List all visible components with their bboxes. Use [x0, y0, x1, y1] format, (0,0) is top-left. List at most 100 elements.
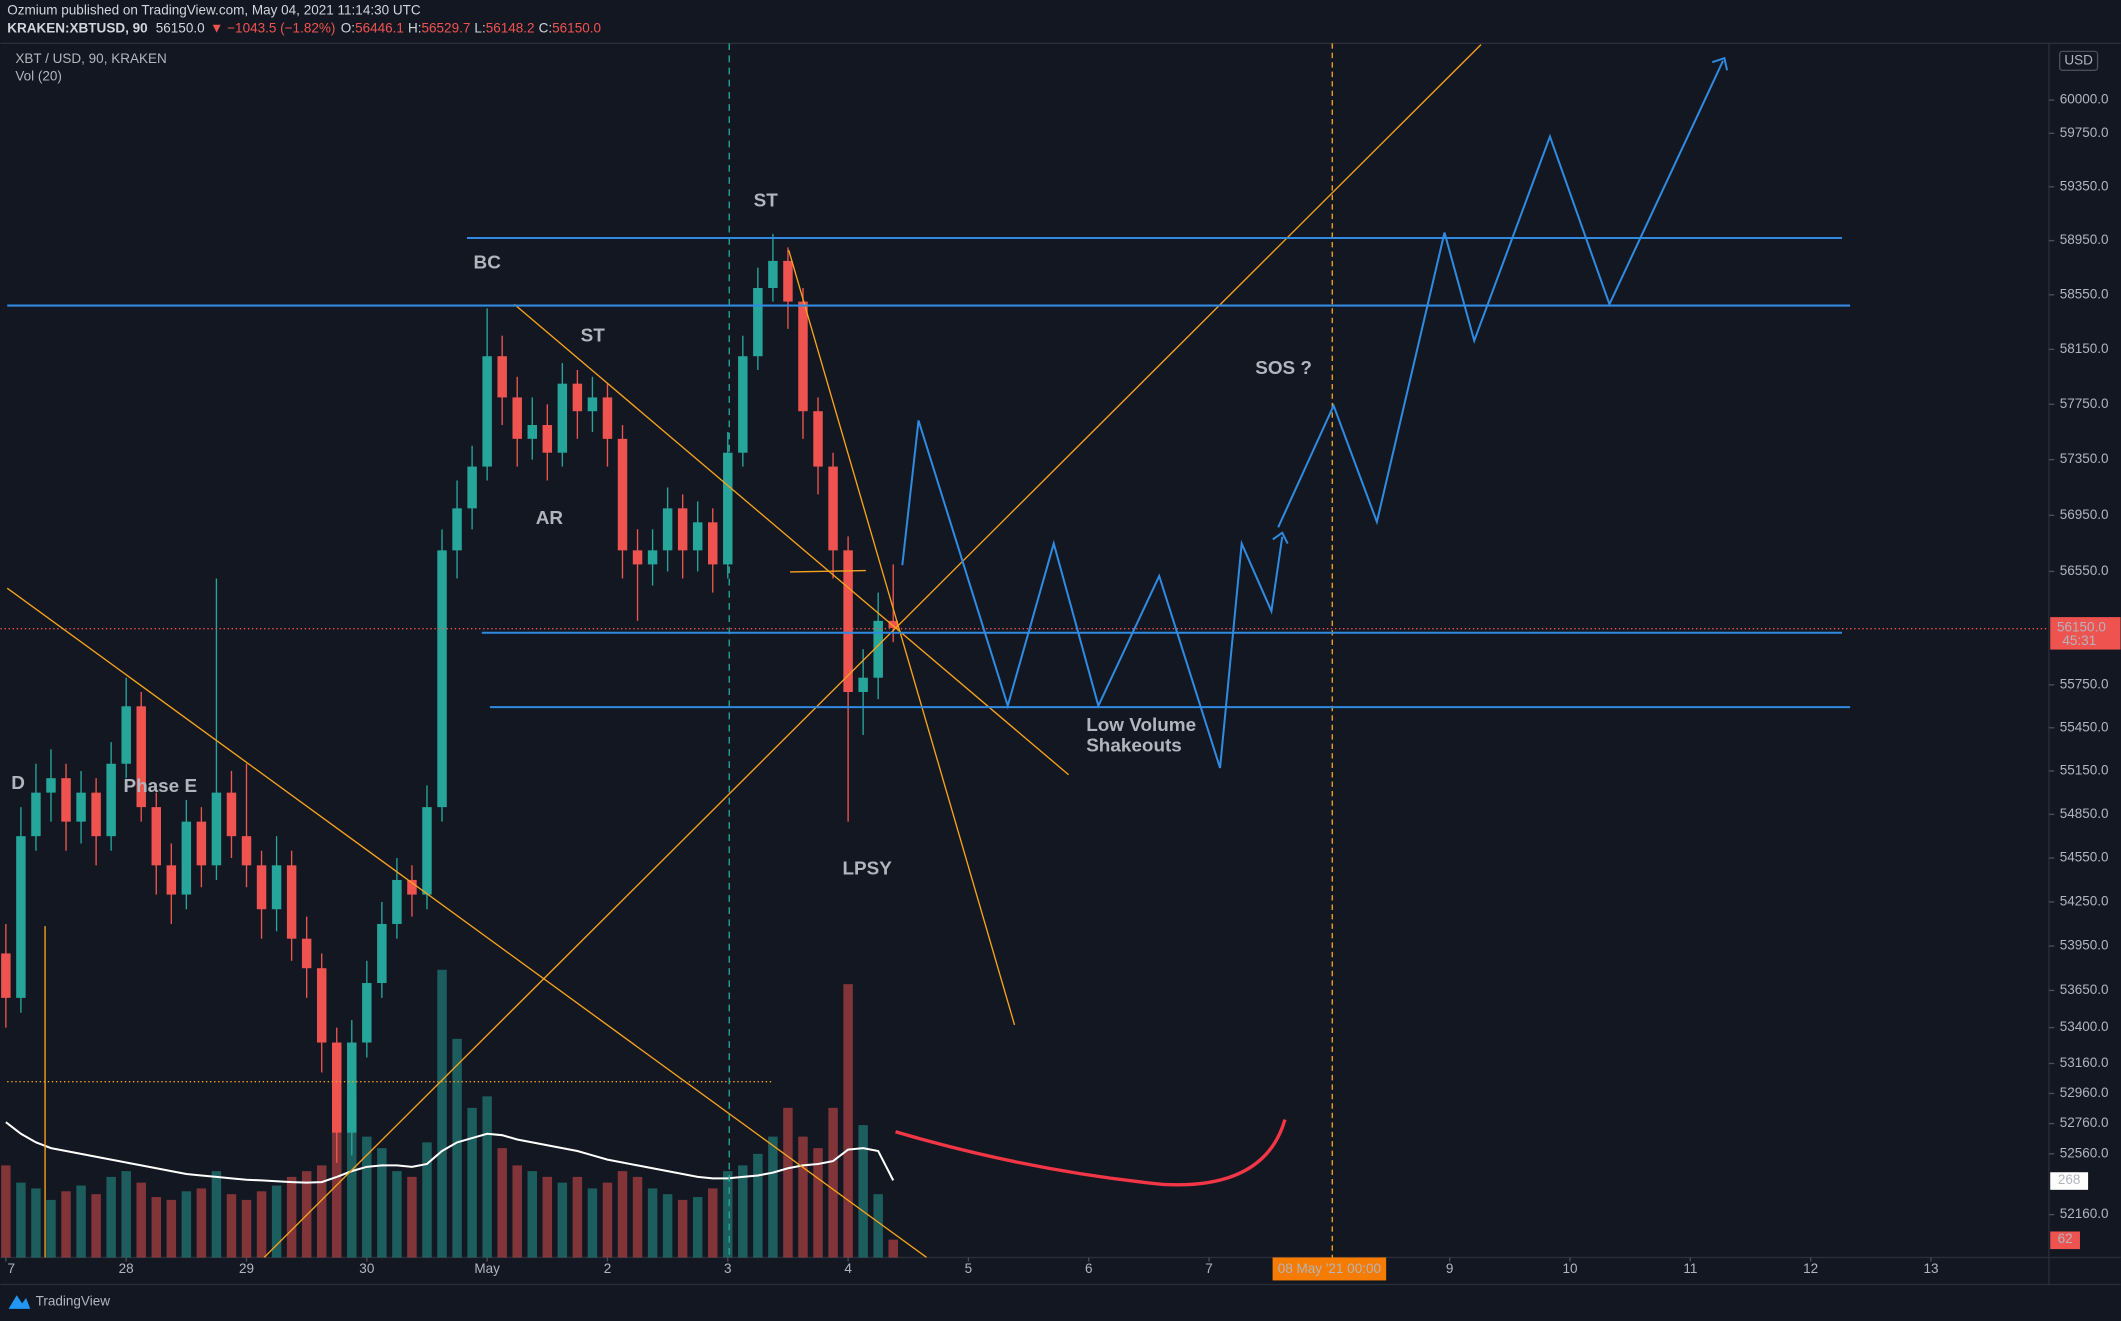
- candles: [1, 233, 898, 1163]
- candle-body: [723, 452, 733, 565]
- volume-bar: [61, 1191, 71, 1258]
- y-tick-label: 52560.0: [2060, 1145, 2109, 1160]
- volume-bar: [136, 1182, 146, 1258]
- x-tick-label: 4: [844, 1261, 852, 1276]
- volume-bar: [46, 1199, 56, 1258]
- candle-body: [888, 620, 898, 628]
- crosshair-tag: [1272, 1257, 1387, 1281]
- volume-bar: [783, 1107, 793, 1258]
- volume-bar: [226, 1194, 237, 1258]
- quote-line: KRAKEN:XBTUSD, 90 56150.0 ▼ −1043.5 (−1.82…: [7, 20, 601, 35]
- candle-body: [662, 508, 673, 551]
- trend-line: [263, 44, 1482, 1258]
- y-tick-label: 59750.0: [2060, 125, 2109, 140]
- x-tick-label: 5: [965, 1261, 973, 1276]
- y-tick-label: 53950.0: [2060, 938, 2109, 953]
- footer-brand: TradingView: [36, 1294, 111, 1309]
- candle-body: [76, 792, 86, 822]
- last: 56150.0: [156, 20, 205, 35]
- volume-ma-tag-label: 268: [2058, 1172, 2081, 1187]
- volume-bar: [241, 1199, 252, 1258]
- volume-bar: [708, 1188, 718, 1258]
- candle-body: [392, 879, 402, 924]
- volume-bar: [362, 1136, 372, 1258]
- candle-body: [16, 836, 26, 998]
- x-tick-label: 11: [1683, 1261, 1697, 1276]
- logo-icon: [8, 1295, 31, 1309]
- volume-bar: [271, 1185, 282, 1258]
- candle-body: [602, 397, 613, 439]
- trend-line: [790, 569, 866, 573]
- volume-bar: [16, 1182, 26, 1258]
- axes: 60000.0 59750.0 59350.0 58950.0 58550.0 58150…: [5, 50, 2121, 1281]
- volume-bar: [542, 1176, 553, 1258]
- candle-body: [241, 836, 252, 866]
- candle-body: [61, 778, 71, 822]
- candle-body: [452, 508, 462, 551]
- volume-bar: [482, 1096, 492, 1258]
- volume-bar: [828, 1107, 838, 1258]
- arrow-head: [1272, 531, 1289, 544]
- price-tag: [2050, 617, 2121, 650]
- volume-bar: [422, 1142, 432, 1258]
- candle-body: [316, 968, 327, 1043]
- volume-bar: [166, 1199, 177, 1258]
- candle-body: [738, 356, 748, 453]
- y-tick-label: 52760.0: [2060, 1115, 2109, 1130]
- candle-body: [768, 260, 778, 289]
- volume-bar: [813, 1148, 823, 1258]
- quote-value: 56529.7: [422, 20, 471, 35]
- volume-bar: [106, 1176, 116, 1258]
- quote-key: H:: [408, 20, 422, 35]
- x-tick-label: 12: [1803, 1261, 1818, 1276]
- volume-bar: [527, 1171, 537, 1258]
- volume-bar: [873, 1194, 883, 1258]
- y-tick-label: 54550.0: [2060, 850, 2109, 865]
- volume-pane: [1, 969, 898, 1258]
- y-tick-label: 58950.0: [2060, 232, 2109, 247]
- volume-bar: [858, 1125, 868, 1258]
- y-tick-label: 53650.0: [2060, 982, 2109, 997]
- candle-body: [873, 620, 883, 678]
- volume-bar: [392, 1171, 402, 1258]
- candle-body: [286, 865, 297, 939]
- y-tick-label: 54850.0: [2060, 806, 2109, 821]
- candle-body: [497, 356, 507, 398]
- y-tick-label: 57350.0: [2060, 451, 2109, 466]
- candle-body: [843, 550, 853, 692]
- quote-value: 56148.2: [486, 20, 535, 35]
- trend-line: [6, 587, 928, 1258]
- volume-bar: [347, 1096, 357, 1258]
- volume-tag: [2050, 1231, 2080, 1250]
- y-tick-label: 56550.0: [2060, 563, 2109, 578]
- volume-bar: [31, 1188, 41, 1258]
- candle-body: [196, 821, 207, 866]
- x-tick-label: 3: [724, 1261, 732, 1276]
- price-tag-label: 56150.0: [2057, 620, 2106, 635]
- y-tick-label: 55450.0: [2060, 719, 2109, 734]
- x-tick-label: 30: [359, 1261, 374, 1276]
- annotation: BC: [474, 253, 502, 274]
- y-tick-label: 52160.0: [2060, 1206, 2109, 1221]
- candle-body: [166, 865, 177, 895]
- candle-body: [377, 923, 387, 984]
- volume-bar: [587, 1188, 598, 1258]
- candle-body: [783, 260, 793, 302]
- trend-line: [513, 303, 1070, 776]
- candle-body: [542, 425, 553, 453]
- volume-bar: [467, 1107, 477, 1258]
- y-tick-label: 52960.0: [2060, 1085, 2109, 1100]
- volume-bar: [677, 1199, 688, 1258]
- candle-body: [512, 397, 522, 439]
- volume-curve: [895, 1119, 1287, 1187]
- annotation: ST: [581, 326, 606, 347]
- symbol: KRAKEN:XBTUSD, 90: [7, 20, 147, 35]
- quote-key: O:: [341, 20, 355, 35]
- candle-body: [256, 865, 267, 910]
- candle-body: [301, 938, 312, 969]
- volume-bar: [196, 1188, 207, 1258]
- x-tick-label: 7: [8, 1261, 16, 1276]
- x-tick-label: 13: [1923, 1261, 1938, 1276]
